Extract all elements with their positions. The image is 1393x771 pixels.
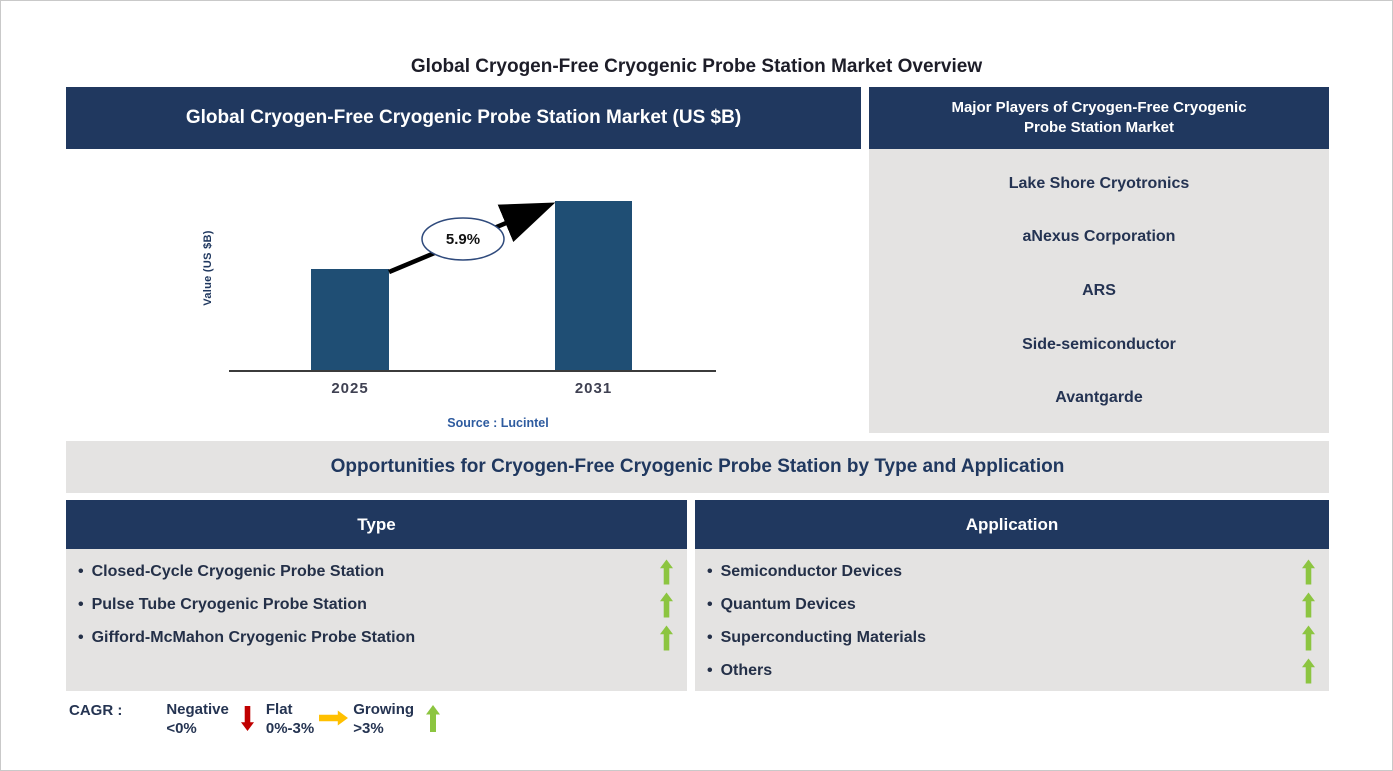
negative-down-arrow-icon <box>241 702 254 734</box>
growing-arrow-icon <box>660 592 673 618</box>
application-item-label: Superconducting Materials <box>707 629 926 647</box>
chart-x-axis-line <box>229 370 716 372</box>
legend-flat-label: Flat <box>265 701 293 718</box>
legend-growing-range: >3% <box>353 719 384 737</box>
growing-arrow-icon <box>1302 625 1315 651</box>
growing-arrow-icon <box>660 625 673 651</box>
legend-item-negative: Negative <0% <box>166 701 266 739</box>
growing-arrow-icon <box>660 559 673 585</box>
legend-negative-label: Negative <box>166 701 229 718</box>
legend-item-flat: Flat 0%-3% <box>266 701 353 739</box>
application-item-label: Others <box>707 662 773 680</box>
market-bar-chart: Value (US $B) 2025 2031 Source : Lucinte… <box>66 149 861 441</box>
cagr-ellipse <box>421 217 505 261</box>
x-tick-2031: 2031 <box>574 380 613 397</box>
company-name: Side-semiconductor <box>1022 335 1176 353</box>
company-name: Lake Shore Cryotronics <box>1008 174 1190 192</box>
company-name: aNexus Corporation <box>1022 228 1176 246</box>
cagr-legend: CAGR : Negative <0% Flat 0%-3% Growing >… <box>69 701 452 739</box>
opportunities-banner: Opportunities for Cryogen-Free Cryogenic… <box>66 441 1329 493</box>
growing-up-arrow-icon <box>426 702 440 734</box>
page-title: Global Cryogen-Free Cryogenic Probe Stat… <box>410 56 983 77</box>
application-list-item: Quantum Devices <box>707 588 1315 621</box>
legend-prefix: CAGR : <box>69 702 123 719</box>
application-list-item: Semiconductor Devices <box>707 555 1315 588</box>
bar-2031 <box>555 201 632 370</box>
type-column-header: Type <box>66 500 687 549</box>
bar-2025 <box>311 269 389 370</box>
major-players-header-text: Major Players of Cryogen-Free Cryogenic … <box>951 98 1247 136</box>
major-players-list: Lake Shore Cryotronics aNexus Corporatio… <box>869 149 1329 433</box>
chart-panel-header: Global Cryogen-Free Cryogenic Probe Stat… <box>66 87 861 149</box>
application-item-label: Quantum Devices <box>707 596 856 614</box>
type-list-item: Gifford-McMahon Cryogenic Probe Station <box>78 621 673 654</box>
chart-source: Source : Lucintel <box>447 416 549 430</box>
legend-flat-range: 0%-3% <box>265 719 315 737</box>
company-name: Avantgarde <box>1055 389 1143 407</box>
growing-arrow-icon <box>1302 559 1315 585</box>
type-item-label: Pulse Tube Cryogenic Probe Station <box>78 596 367 614</box>
legend-growing-label: Growing <box>353 701 415 718</box>
legend-negative-range: <0% <box>166 719 197 737</box>
type-list-item: Closed-Cycle Cryogenic Probe Station <box>78 555 673 588</box>
cagr-value: 5.9% <box>446 231 480 248</box>
application-list-item: Superconducting Materials <box>707 621 1315 654</box>
growing-arrow-icon <box>1302 592 1315 618</box>
x-tick-2025: 2025 <box>331 380 369 397</box>
application-column-list: Semiconductor Devices Quantum Devices Su… <box>695 549 1329 691</box>
type-item-label: Closed-Cycle Cryogenic Probe Station <box>78 563 385 581</box>
growth-arrow-line <box>388 202 556 275</box>
major-players-header: Major Players of Cryogen-Free Cryogenic … <box>869 87 1329 149</box>
application-list-item: Others <box>707 654 1315 687</box>
growing-arrow-icon <box>1302 658 1315 684</box>
type-column-list: Closed-Cycle Cryogenic Probe Station Pul… <box>66 549 687 691</box>
type-item-label: Gifford-McMahon Cryogenic Probe Station <box>78 629 416 647</box>
flat-right-arrow-icon <box>326 702 341 734</box>
legend-item-growing: Growing >3% <box>353 701 452 739</box>
application-item-label: Semiconductor Devices <box>707 563 902 581</box>
application-column-header: Application <box>695 500 1329 549</box>
cagr-annotation: 5.9% <box>388 202 556 275</box>
type-list-item: Pulse Tube Cryogenic Probe Station <box>78 588 673 621</box>
company-name: ARS <box>1082 281 1116 299</box>
chart-y-axis-label: Value (US $B) <box>202 230 214 306</box>
